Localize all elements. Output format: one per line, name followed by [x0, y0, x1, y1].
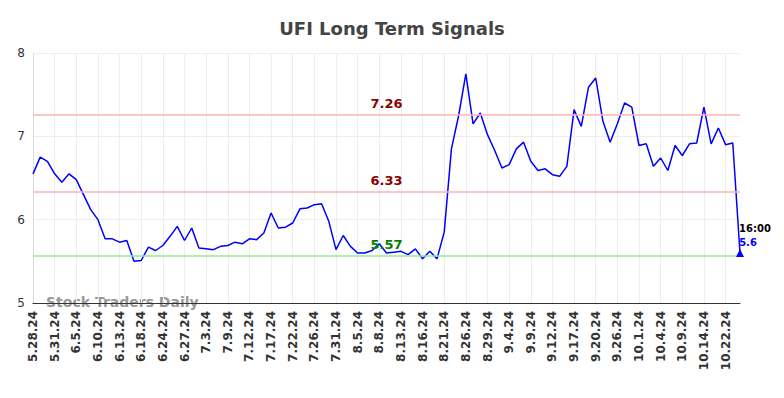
svg-text:5: 5	[17, 296, 25, 310]
svg-text:10.9.24: 10.9.24	[675, 311, 689, 362]
svg-text:6.13.24: 6.13.24	[113, 311, 127, 362]
svg-text:8.29.24: 8.29.24	[481, 311, 495, 362]
svg-text:16:00: 16:00	[739, 223, 771, 234]
svg-text:5.28.24: 5.28.24	[26, 311, 40, 362]
svg-text:8.21.24: 8.21.24	[437, 311, 451, 362]
svg-text:9.4.24: 9.4.24	[502, 311, 516, 354]
svg-text:8.8.24: 8.8.24	[372, 311, 386, 354]
svg-text:7.31.24: 7.31.24	[329, 311, 343, 362]
svg-text:8.16.24: 8.16.24	[416, 311, 430, 362]
svg-text:UFI Long Term Signals: UFI Long Term Signals	[279, 18, 505, 39]
svg-text:7.17.24: 7.17.24	[264, 311, 278, 362]
svg-text:9.9.24: 9.9.24	[524, 311, 538, 354]
svg-text:10.14.24: 10.14.24	[697, 311, 711, 370]
svg-text:10.1.24: 10.1.24	[632, 311, 646, 362]
svg-text:7.22.24: 7.22.24	[286, 311, 300, 362]
svg-text:Stock Traders Daily: Stock Traders Daily	[46, 294, 199, 310]
svg-text:8: 8	[17, 46, 25, 60]
svg-text:6.24.24: 6.24.24	[156, 311, 170, 362]
svg-text:7.3.24: 7.3.24	[199, 311, 213, 354]
svg-text:8.26.24: 8.26.24	[459, 311, 473, 362]
svg-text:9.20.24: 9.20.24	[589, 311, 603, 362]
svg-text:6.5.24: 6.5.24	[69, 311, 83, 354]
svg-text:6.18.24: 6.18.24	[134, 311, 148, 362]
svg-text:7.26: 7.26	[370, 96, 402, 111]
svg-text:6.10.24: 6.10.24	[91, 311, 105, 362]
svg-text:5.31.24: 5.31.24	[48, 311, 62, 362]
svg-text:9.12.24: 9.12.24	[545, 311, 559, 362]
svg-text:5.57: 5.57	[370, 237, 402, 252]
svg-text:7.9.24: 7.9.24	[221, 311, 235, 354]
svg-text:5.6: 5.6	[739, 237, 757, 248]
svg-text:9.17.24: 9.17.24	[567, 311, 581, 362]
svg-text:6.33: 6.33	[370, 173, 402, 188]
svg-text:7.12.24: 7.12.24	[242, 311, 256, 362]
svg-text:8.13.24: 8.13.24	[394, 311, 408, 362]
svg-text:10.4.24: 10.4.24	[654, 311, 668, 362]
svg-text:9.26.24: 9.26.24	[610, 311, 624, 362]
svg-text:6: 6	[17, 213, 25, 227]
svg-text:7.26.24: 7.26.24	[307, 311, 321, 362]
svg-text:7: 7	[17, 129, 25, 143]
svg-text:10.22.24: 10.22.24	[719, 311, 733, 370]
svg-text:6.27.24: 6.27.24	[178, 311, 192, 362]
svg-text:8.5.24: 8.5.24	[351, 311, 365, 354]
